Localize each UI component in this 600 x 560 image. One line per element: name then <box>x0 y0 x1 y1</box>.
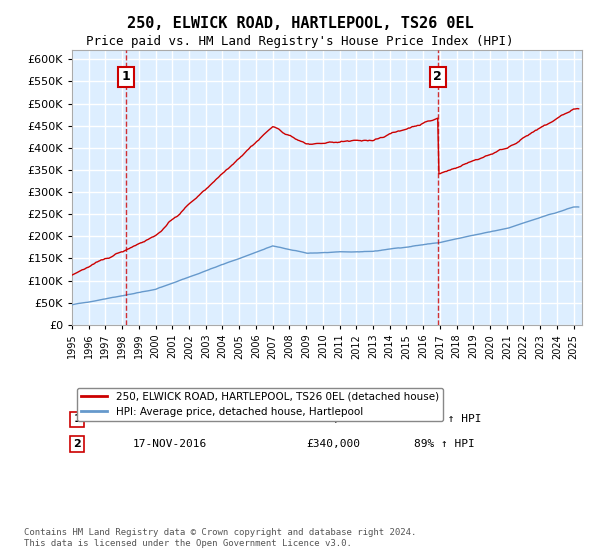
Text: 17-NOV-2016: 17-NOV-2016 <box>133 439 208 449</box>
Text: £170,000: £170,000 <box>307 414 361 424</box>
Text: Price paid vs. HM Land Registry's House Price Index (HPI): Price paid vs. HM Land Registry's House … <box>86 35 514 48</box>
Text: 1: 1 <box>73 414 81 424</box>
Text: 1: 1 <box>121 71 130 83</box>
Text: 138% ↑ HPI: 138% ↑ HPI <box>414 414 481 424</box>
Text: 2: 2 <box>433 71 442 83</box>
Text: 89% ↑ HPI: 89% ↑ HPI <box>414 439 475 449</box>
Legend: 250, ELWICK ROAD, HARTLEPOOL, TS26 0EL (detached house), HPI: Average price, det: 250, ELWICK ROAD, HARTLEPOOL, TS26 0EL (… <box>77 388 443 421</box>
Text: 2: 2 <box>73 439 81 449</box>
Text: Contains HM Land Registry data © Crown copyright and database right 2024.
This d: Contains HM Land Registry data © Crown c… <box>24 528 416 548</box>
Text: 250, ELWICK ROAD, HARTLEPOOL, TS26 0EL: 250, ELWICK ROAD, HARTLEPOOL, TS26 0EL <box>127 16 473 31</box>
Text: 20-MAR-1998: 20-MAR-1998 <box>133 414 208 424</box>
Text: £340,000: £340,000 <box>307 439 361 449</box>
